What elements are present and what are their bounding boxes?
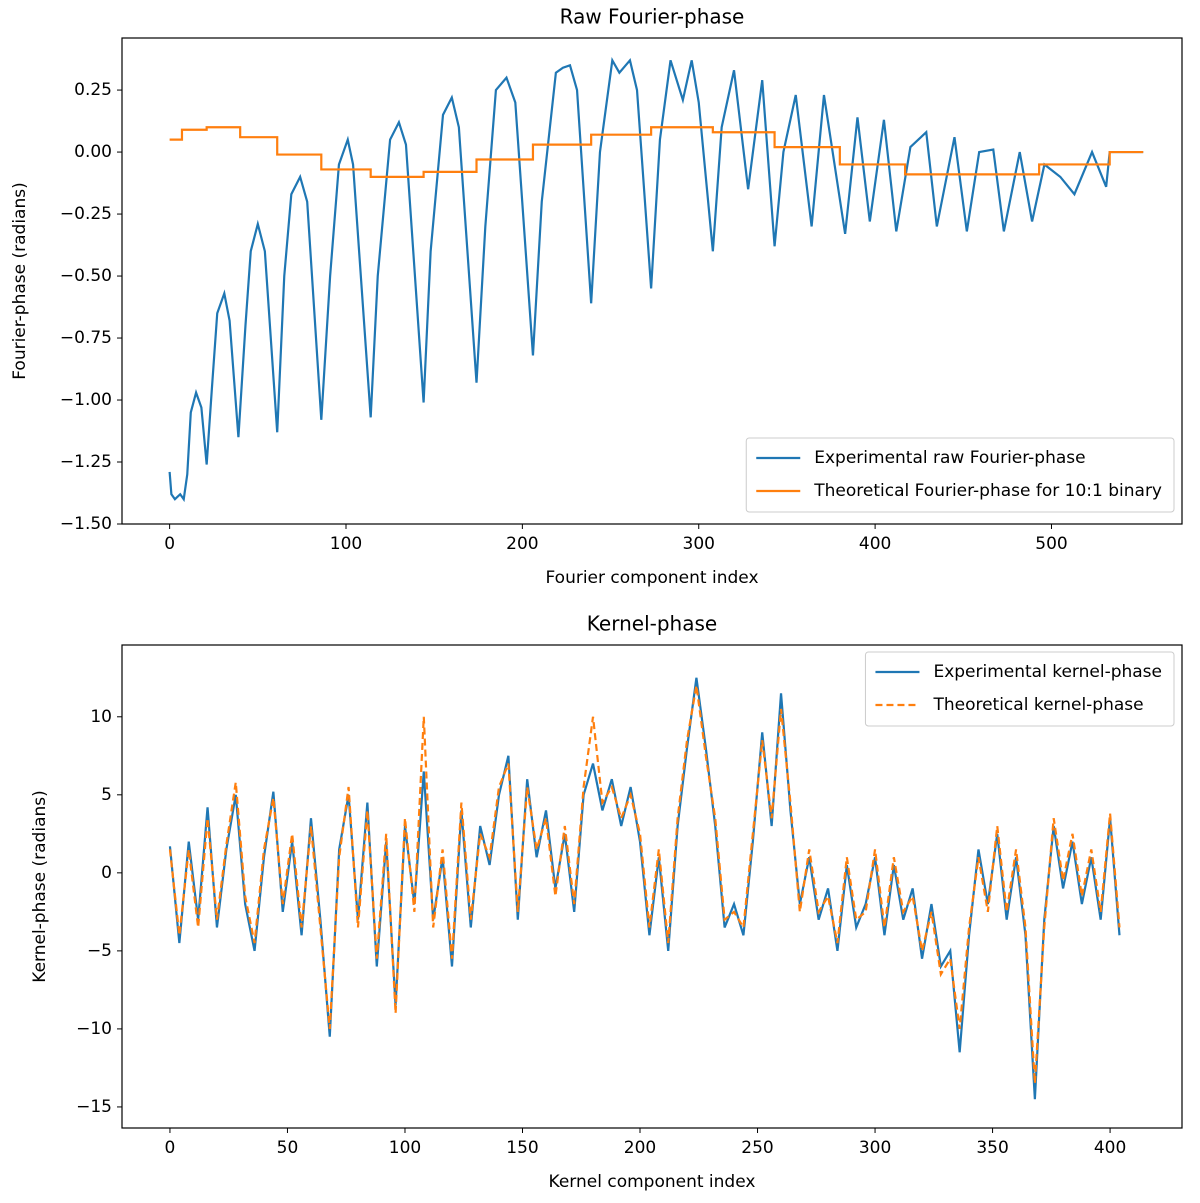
x-tick-label: 0 bbox=[164, 534, 175, 554]
x-tick-label: 250 bbox=[741, 1138, 773, 1158]
legend-frame bbox=[745, 437, 1175, 513]
y-tick-label: 0.00 bbox=[74, 142, 112, 162]
x-tick-label: 100 bbox=[330, 534, 362, 554]
y-tick-label: −0.75 bbox=[60, 328, 112, 348]
y-axis-label: Fourier-phase (radians) bbox=[10, 182, 30, 380]
legend-frame bbox=[864, 651, 1175, 727]
y-tick-label: −0.50 bbox=[60, 266, 112, 286]
x-axis-label: Kernel component index bbox=[549, 1172, 756, 1192]
y-tick-label: 10 bbox=[90, 707, 112, 727]
x-tick-label: 500 bbox=[1035, 534, 1067, 554]
x-tick-label: 200 bbox=[506, 534, 538, 554]
y-tick-label: −1.25 bbox=[60, 452, 112, 472]
legend-label: Theoretical Fourier-phase for 10:1 binar… bbox=[813, 481, 1162, 501]
y-tick-label: −10 bbox=[76, 1019, 112, 1039]
legend-label: Theoretical kernel-phase bbox=[932, 695, 1143, 715]
legend-label: Experimental kernel-phase bbox=[933, 662, 1162, 682]
y-tick-label: 5 bbox=[101, 785, 112, 805]
y-tick-label: −1.00 bbox=[60, 390, 112, 410]
x-tick-label: 300 bbox=[859, 1138, 891, 1158]
x-tick-label: 50 bbox=[277, 1138, 299, 1158]
axes: Kernel-phase Kernel component index Kernel… bbox=[30, 612, 1183, 1192]
x-tick-label: 200 bbox=[624, 1138, 656, 1158]
legend: Experimental raw Fourier-phase Theoretica… bbox=[745, 437, 1175, 513]
y-axis-label: Kernel-phase (radians) bbox=[30, 790, 50, 982]
x-tick-label: 150 bbox=[506, 1138, 538, 1158]
legend: Experimental kernel-phase Theoretical ker… bbox=[864, 651, 1175, 727]
y-tick-label: 0.25 bbox=[74, 80, 112, 100]
axes-frame bbox=[121, 644, 1183, 1129]
x-tick-label: 100 bbox=[389, 1138, 421, 1158]
axes-frame bbox=[121, 37, 1183, 525]
data-line bbox=[168, 685, 1121, 1084]
x-tick-label: 400 bbox=[859, 534, 891, 554]
legend-label: Experimental raw Fourier-phase bbox=[814, 448, 1085, 468]
axes-title: Raw Fourier-phase bbox=[560, 5, 745, 29]
x-tick-label: 400 bbox=[1094, 1138, 1126, 1158]
data-line bbox=[168, 677, 1121, 1100]
data-line bbox=[168, 56, 1144, 503]
y-tick-label: 0 bbox=[101, 863, 112, 883]
x-axis-label: Fourier component index bbox=[546, 568, 759, 588]
y-tick-label: −5 bbox=[87, 941, 112, 961]
data-line bbox=[169, 126, 1144, 178]
axes: Raw Fourier-phase Fourier component index… bbox=[10, 5, 1183, 588]
x-tick-label: 300 bbox=[683, 534, 715, 554]
y-tick-label: −0.25 bbox=[60, 204, 112, 224]
y-tick-label: −15 bbox=[76, 1097, 112, 1117]
x-tick-label: 350 bbox=[976, 1138, 1008, 1158]
y-tick-label: −1.50 bbox=[60, 514, 112, 534]
x-tick-label: 0 bbox=[165, 1138, 176, 1158]
axes-title: Kernel-phase bbox=[587, 612, 717, 636]
